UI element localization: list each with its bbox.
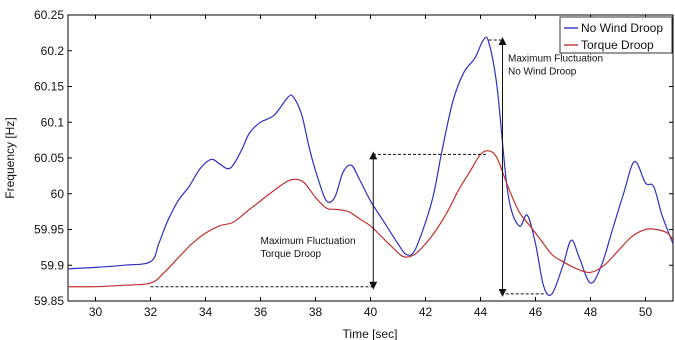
x-tick-label: 38 [309, 305, 323, 319]
x-tick-label: 48 [584, 305, 598, 319]
x-tick-label: 40 [364, 305, 378, 319]
y-tick-label: 59.95 [34, 223, 64, 237]
x-tick-label: 42 [419, 305, 433, 319]
legend-entry-1: Torque Droop [581, 38, 654, 52]
annotation-text: Torque Droop [261, 249, 322, 260]
x-tick-label: 44 [474, 305, 488, 319]
annotation-text: Maximum Fluctuation [261, 236, 356, 247]
series-line-0 [68, 36, 673, 297]
series-line-1 [68, 150, 673, 288]
y-tick-label: 60.25 [34, 8, 64, 22]
x-tick-label: 50 [639, 305, 653, 319]
x-axis-label: Time [sec] [343, 327, 398, 340]
annotation-text: No Wind Droop [508, 66, 577, 77]
legend-box [559, 16, 673, 54]
y-tick-label: 60.1 [41, 115, 65, 129]
x-tick-label: 46 [529, 305, 543, 319]
y-tick-label: 60.15 [34, 80, 64, 94]
x-tick-label: 30 [89, 305, 103, 319]
legend: No Wind Droop Torque Droop [559, 16, 673, 54]
y-tick-label: 59.9 [41, 258, 65, 272]
x-tick-label: 32 [144, 305, 158, 319]
y-tick-label: 60.2 [41, 44, 65, 58]
y-tick-label: 60.05 [34, 151, 64, 165]
y-axis-label: Frequency [Hz] [3, 117, 17, 198]
x-tick-label: 34 [199, 305, 213, 319]
x-tick-label: 36 [254, 305, 268, 319]
y-tick-label: 59.85 [34, 294, 64, 308]
annotation-text: Maximum Fluctuation [508, 53, 603, 64]
legend-entry-0: No Wind Droop [581, 21, 663, 35]
y-tick-label: 60 [51, 187, 65, 201]
